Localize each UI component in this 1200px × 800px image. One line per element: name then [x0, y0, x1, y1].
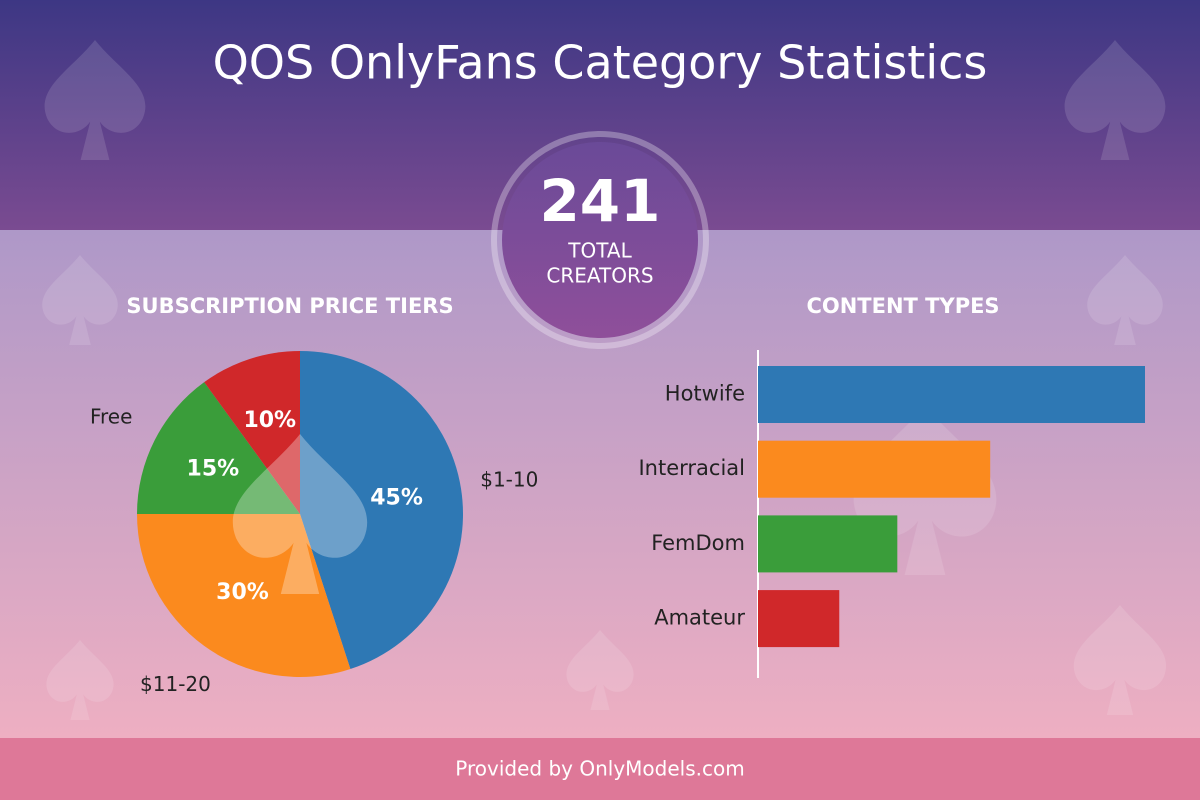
- slice-category-label: $11-20: [140, 672, 211, 696]
- footer-band: [0, 738, 1200, 800]
- page-title: QOS OnlyFans Category Statistics: [213, 36, 988, 90]
- bar: [758, 366, 1145, 423]
- slice-category-label: $1-10: [480, 467, 538, 491]
- slice-value-label: 10%: [243, 408, 296, 433]
- total-value: 241: [539, 167, 660, 235]
- slice-value-label: 45%: [370, 486, 423, 511]
- category-label: FemDom: [651, 531, 745, 555]
- badge-ring: [491, 131, 709, 349]
- chart-title: SUBSCRIPTION PRICE TIERS: [126, 294, 453, 318]
- category-label: Interracial: [638, 456, 745, 480]
- total-label: CREATORS: [546, 264, 653, 288]
- total-label: TOTAL: [567, 239, 632, 263]
- chart-title: CONTENT TYPES: [806, 294, 999, 318]
- footer-text: Provided by OnlyModels.com: [455, 757, 744, 781]
- badge: [502, 142, 698, 338]
- pie-slice: [300, 351, 463, 670]
- category-label: Hotwife: [665, 382, 745, 406]
- bar: [758, 440, 991, 498]
- slice-value-label: 30%: [216, 580, 269, 605]
- charts: 45% $1-10 30% $11-20 15% Free 10% Hotwife Interr…: [90, 350, 1145, 696]
- category-label: Amateur: [654, 606, 745, 630]
- bar: [758, 590, 840, 648]
- slice-value-label: 15%: [187, 457, 240, 482]
- bar: [758, 515, 898, 573]
- slice-category-label: Free: [90, 404, 132, 428]
